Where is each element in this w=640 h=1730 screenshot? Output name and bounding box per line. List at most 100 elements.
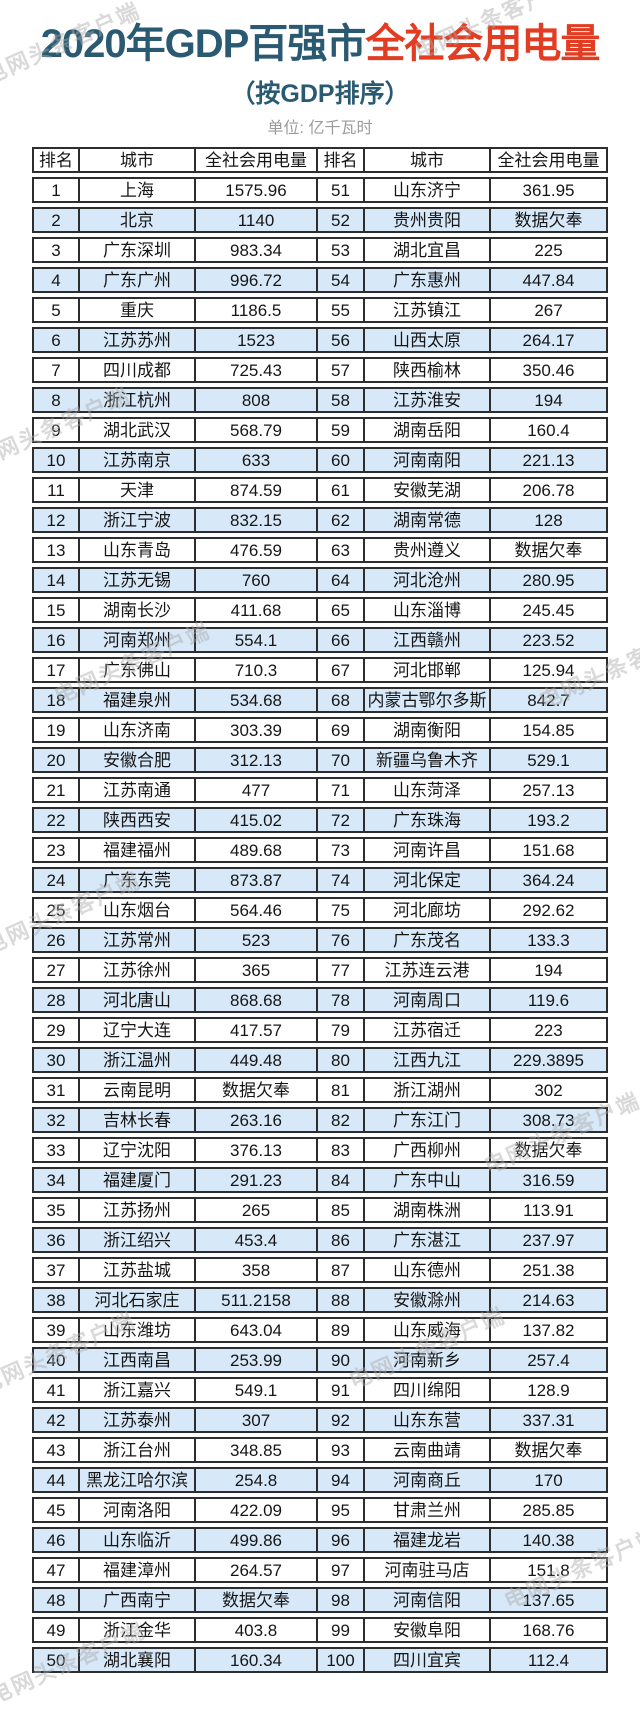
rank-cell: 66 [316,629,363,651]
rank-cell: 56 [316,329,363,351]
value-cell: 983.34 [194,239,316,261]
city-cell: 广东广州 [78,269,194,291]
rank-cell: 81 [316,1079,363,1101]
table-row: 7 四川成都 725.43 57 陕西榆林 350.46 [32,357,608,383]
table-row: 38 河北石家庄 511.2158 88 安徽滁州 214.63 [32,1287,608,1313]
title-blue-part: 2020年GDP百强市 [40,22,367,66]
rank-cell: 70 [316,749,363,771]
city-cell: 河北保定 [363,869,489,891]
city-cell: 湖南衡阳 [363,719,489,741]
rank-cell: 75 [316,899,363,921]
city-cell: 湖北宜昌 [363,239,489,261]
city-cell: 江苏南京 [78,449,194,471]
value-cell: 710.3 [194,659,316,681]
value-cell: 265 [194,1199,316,1221]
rank-cell: 54 [316,269,363,291]
city-cell: 湖南岳阳 [363,419,489,441]
table-row: 43 浙江台州 348.85 93 云南曲靖 数据欠奉 [32,1437,608,1463]
rank-cell: 62 [316,509,363,531]
table-row: 23 福建福州 489.68 73 河南许昌 151.68 [32,837,608,863]
city-cell: 江苏南通 [78,779,194,801]
city-cell: 湖南长沙 [78,599,194,621]
city-cell: 江苏苏州 [78,329,194,351]
table-row: 8 浙江杭州 808 58 江苏淮安 194 [32,387,608,413]
rank-cell: 79 [316,1019,363,1041]
table-row: 44 黑龙江哈尔滨 254.8 94 河南商丘 170 [32,1467,608,1493]
rank-cell: 49 [46,1620,66,1640]
table-row: 50 湖北襄阳 160.34 100 四川宜宾 112.4 [32,1647,608,1673]
rank-cell: 69 [316,719,363,741]
header-value-right: 全社会用电量 [489,149,606,171]
rank-cell: 7 [51,360,61,380]
city-cell: 山东济南 [78,719,194,741]
city-cell: 广东珠海 [363,809,489,831]
value-cell: 633 [194,449,316,471]
rank-cell: 68 [316,689,363,711]
rank-cell: 15 [46,600,66,620]
city-cell: 广东深圳 [78,239,194,261]
rank-cell: 45 [46,1500,66,1520]
value-cell: 996.72 [194,269,316,291]
city-cell: 山东淄博 [363,599,489,621]
city-cell: 河南商丘 [363,1469,489,1491]
city-cell: 辽宁沈阳 [78,1139,194,1161]
table-row: 2 北京 1140 52 贵州贵阳 数据欠奉 [32,207,608,233]
value-cell: 数据欠奉 [489,539,606,561]
city-cell: 山东东营 [363,1409,489,1431]
table-row: 32 吉林长春 263.16 82 广东江门 308.73 [32,1107,608,1133]
rank-cell: 64 [316,569,363,591]
value-cell: 568.79 [194,419,316,441]
city-cell: 天津 [78,479,194,501]
city-cell: 陕西榆林 [363,359,489,381]
value-cell: 307 [194,1409,316,1431]
rank-cell: 5 [51,300,61,320]
rank-cell: 73 [316,839,363,861]
value-cell: 312.13 [194,749,316,771]
rank-cell: 98 [316,1589,363,1611]
rank-cell: 11 [47,480,65,500]
city-cell: 广东湛江 [363,1229,489,1251]
rank-cell: 38 [46,1290,66,1310]
value-cell: 403.8 [194,1619,316,1641]
value-cell: 数据欠奉 [194,1589,316,1611]
page-title: 2020年GDP百强市全社会用电量 [0,22,640,66]
value-cell: 194 [489,959,606,981]
rank-cell: 74 [316,869,363,891]
value-cell: 119.6 [489,989,606,1011]
rank-cell: 51 [316,179,363,201]
city-cell: 广东茂名 [363,929,489,951]
table-body: 1 上海 1575.96 51 山东济宁 361.95 2 北京 1140 52 贵州贵阳 数据欠奉 3… [32,177,608,1673]
header-rank-right: 排名 [316,149,363,171]
table-row: 11 天津 874.59 61 安徽芜湖 206.78 [32,477,608,503]
table-row: 19 山东济南 303.39 69 湖南衡阳 154.85 [32,717,608,743]
rank-cell: 34 [46,1170,66,1190]
rank-cell: 78 [316,989,363,1011]
value-cell: 280.95 [489,569,606,591]
city-cell: 江苏泰州 [78,1409,194,1431]
rank-cell: 12 [46,510,66,530]
value-cell: 137.82 [489,1319,606,1341]
value-cell: 1140 [194,209,316,231]
value-cell: 358 [194,1259,316,1281]
rank-cell: 92 [316,1409,363,1431]
rank-cell: 31 [46,1080,66,1100]
city-cell: 河北沧州 [363,569,489,591]
city-cell: 河南驻马店 [363,1559,489,1581]
value-cell: 数据欠奉 [489,1439,606,1461]
value-cell: 411.68 [194,599,316,621]
title-red-part: 全社会用电量 [365,22,600,66]
city-cell: 江苏盐城 [78,1259,194,1281]
value-cell: 511.2158 [194,1289,316,1311]
table-row: 9 湖北武汉 568.79 59 湖南岳阳 160.4 [32,417,608,443]
table-row: 22 陕西西安 415.02 72 广东珠海 193.2 [32,807,608,833]
rank-cell: 3 [51,240,61,260]
rank-cell: 6 [51,330,61,350]
rank-cell: 77 [316,959,363,981]
rank-cell: 46 [46,1530,66,1550]
table-row: 25 山东烟台 564.46 75 河北廊坊 292.62 [32,897,608,923]
table-row: 31 云南昆明 数据欠奉 81 浙江湖州 302 [32,1077,608,1103]
rank-cell: 14 [46,570,66,590]
value-cell: 151.8 [489,1559,606,1581]
rank-cell: 33 [46,1140,66,1160]
rank-cell: 99 [316,1619,363,1641]
